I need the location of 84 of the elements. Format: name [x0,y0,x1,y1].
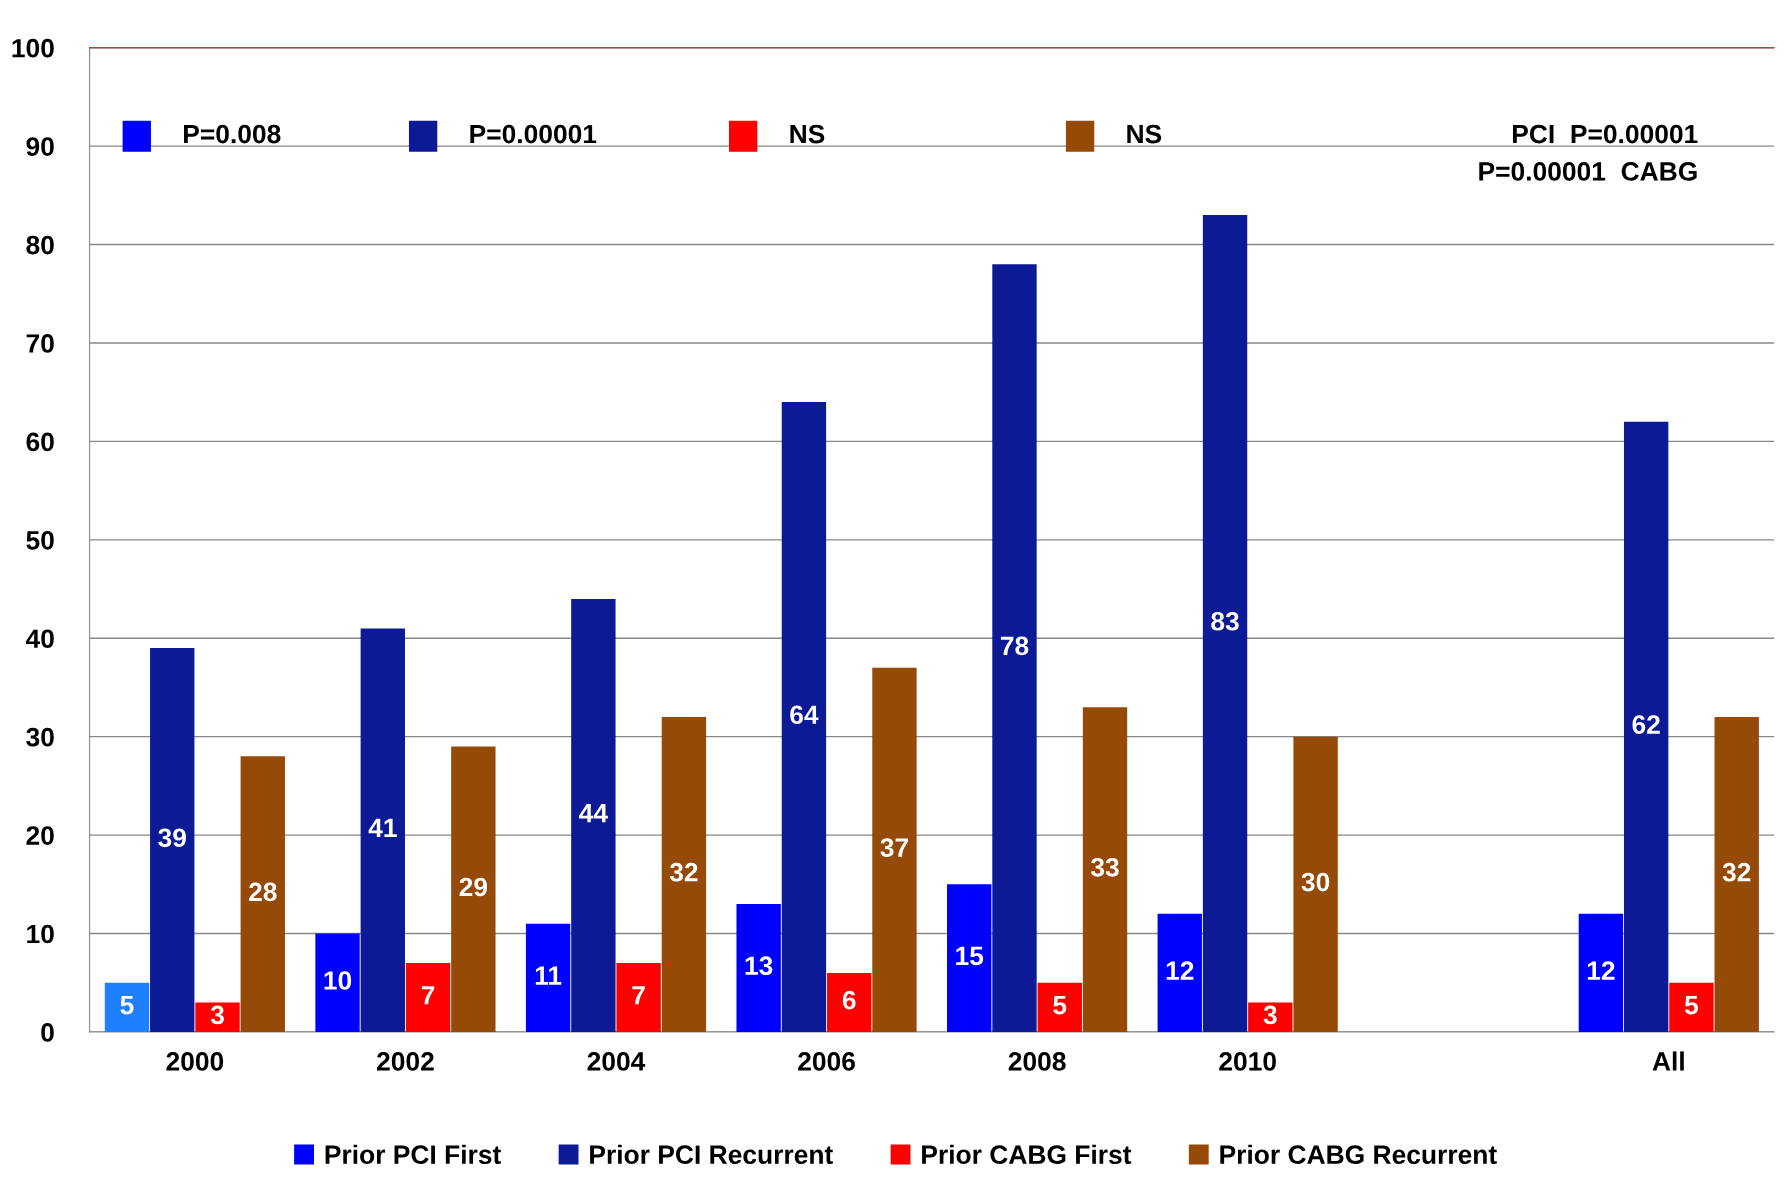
bar [1202,215,1248,1032]
annotation: P=0.008 [184,124,281,144]
bar [525,923,571,1032]
data-label: 10 [324,971,352,990]
data-label: 62 [1632,715,1660,734]
bar [1578,913,1624,1032]
data-label: 13 [745,956,773,976]
data-label: 64 [790,705,819,725]
legend-label: Prior CABG Recurrent [1220,1144,1497,1165]
data-label: 44 [579,804,608,823]
legend-label: Prior PCI Recurrent [590,1144,833,1165]
bar [1293,736,1338,1032]
bar [104,982,150,1032]
bar [872,667,917,1032]
bar [195,1002,240,1032]
bar [451,746,496,1032]
bar [616,963,661,1032]
bar [240,756,285,1032]
x-tick-label: 2010 [1219,1052,1276,1071]
data-label: 15 [956,946,984,966]
bar [1669,982,1714,1032]
x-tick-label: 2008 [1008,1052,1066,1071]
bar [781,402,827,1032]
y-tick-label: 80 [26,235,54,255]
data-label: 5 [1053,996,1067,1015]
x-tick-label: 2004 [587,1052,646,1071]
y-tick-label: 20 [26,826,54,845]
data-label: 33 [1090,857,1119,877]
data-label: 32 [669,862,698,882]
x-tick-label: 2006 [798,1052,855,1071]
data-label: 78 [1000,636,1029,656]
data-label: 11 [535,966,562,985]
annotation: P=0.00001 CABG [1479,162,1697,181]
y-tick-label: 60 [26,432,54,452]
data-label: 32 [1722,862,1751,882]
legend-label: Prior CABG First [922,1144,1132,1165]
data-label: 28 [249,882,277,902]
data-label: 83 [1211,611,1239,631]
x-tick-label: 2000 [166,1052,224,1071]
x-tick-label: 2002 [377,1052,434,1071]
y-tick-label: 90 [26,137,54,156]
bar [1714,716,1759,1032]
annotation: P=0.00001 [470,124,597,144]
data-label: 41 [368,818,397,837]
y-tick-label: 40 [25,629,54,649]
bar [571,598,616,1032]
bar [1623,421,1669,1032]
y-tick-label: 50 [26,530,54,550]
bar [315,933,360,1032]
bar [1248,1002,1293,1032]
x-tick-label: All [1652,1051,1684,1071]
bar [405,963,451,1032]
bar [827,972,872,1032]
data-label: 5 [1684,996,1699,1015]
data-label: 3 [1263,1005,1277,1025]
bar [360,628,405,1032]
data-label: 6 [842,990,856,1010]
y-tick-label: 30 [26,727,54,747]
y-tick-label: 100 [12,38,54,58]
bar [1037,982,1082,1032]
y-tick-label: 10 [27,924,54,944]
annotation: NS [1127,124,1162,144]
data-label: 12 [1166,961,1194,980]
bar [150,648,195,1032]
bar [661,716,707,1032]
bar [992,264,1037,1032]
annotation: NS [790,124,825,144]
data-label: 12 [1587,961,1615,980]
data-label: 39 [158,828,186,848]
legend-label: Prior PCI First [325,1144,501,1165]
data-label: 29 [459,877,488,897]
bar [1157,913,1202,1032]
data-label: 37 [880,838,908,857]
data-label: 7 [421,986,435,1005]
data-label: 3 [210,1005,224,1025]
bar [947,884,992,1032]
annotation: PCI P=0.00001 [1513,124,1698,144]
data-label: 5 [120,996,134,1015]
data-label: 7 [632,986,645,1005]
y-tick-label: 0 [41,1023,54,1042]
bar [736,904,781,1032]
data-label: 30 [1301,872,1330,892]
y-tick-label: 70 [26,334,54,353]
bar [1082,707,1128,1032]
